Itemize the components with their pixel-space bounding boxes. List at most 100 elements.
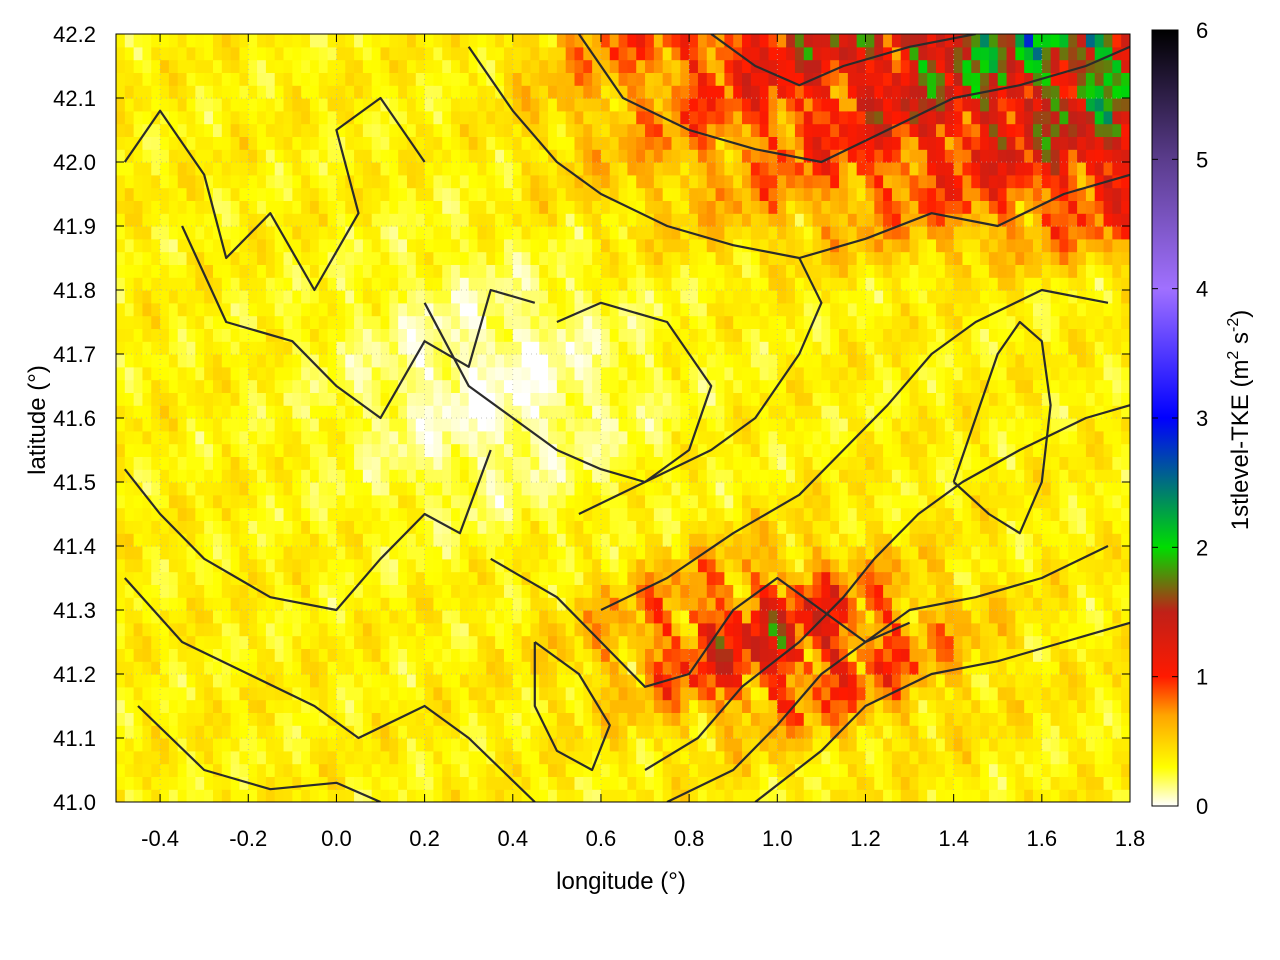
heat-cell	[574, 430, 584, 445]
heat-cell	[583, 264, 593, 278]
heat-cell	[345, 302, 355, 317]
heat-cell	[548, 315, 558, 329]
heat-cell	[503, 85, 514, 99]
heat-cell	[627, 418, 637, 432]
heat-cell	[168, 98, 179, 112]
heat-cell	[468, 59, 479, 73]
heat-cell	[230, 738, 241, 752]
heat-cell	[389, 85, 399, 99]
heat-cell	[847, 686, 858, 701]
heat-cell	[574, 251, 584, 265]
heat-cell	[398, 712, 408, 726]
heat-cell	[600, 750, 611, 765]
heat-cell	[433, 238, 443, 253]
heat-cell	[662, 738, 673, 752]
heat-cell	[503, 315, 514, 329]
heat-cell	[715, 264, 725, 278]
heat-cell	[265, 34, 276, 48]
heat-cell	[565, 533, 576, 547]
heat-cell	[697, 763, 708, 777]
heat-cell	[600, 187, 611, 201]
heat-cell	[821, 34, 831, 48]
heat-cell	[671, 85, 681, 99]
heat-cell	[539, 558, 549, 573]
heat-cell	[530, 174, 540, 189]
heat-cell	[433, 328, 443, 342]
heat-cell	[301, 136, 311, 150]
heat-cell	[477, 571, 487, 585]
heat-cell	[830, 635, 840, 649]
heat-cell	[442, 136, 452, 150]
heat-cell	[609, 405, 620, 419]
heat-cell	[116, 712, 126, 726]
heat-cell	[671, 635, 681, 649]
heat-cell	[283, 366, 293, 381]
heat-cell	[424, 72, 435, 86]
heat-cell	[309, 405, 320, 419]
heat-cell	[680, 610, 690, 624]
heat-cell	[495, 430, 505, 445]
heat-cell	[239, 610, 249, 624]
heat-cell	[230, 341, 241, 355]
heat-cell	[495, 482, 505, 496]
heat-cell	[812, 725, 822, 739]
heat-cell	[406, 507, 417, 521]
heat-cell	[600, 469, 611, 483]
heat-cell	[565, 558, 576, 573]
heat-cell	[495, 571, 505, 585]
heat-cell	[415, 469, 426, 483]
heat-cell	[565, 59, 576, 73]
heat-cell	[309, 763, 320, 777]
heat-cell	[265, 699, 276, 713]
heat-cell	[133, 469, 144, 483]
heat-cell	[133, 584, 144, 598]
heat-cell	[768, 59, 778, 73]
heat-cell	[283, 200, 293, 214]
heat-cell	[239, 405, 249, 419]
heat-cell	[794, 763, 805, 777]
heat-cell	[750, 443, 761, 457]
heat-cell	[257, 686, 267, 701]
heat-cell	[750, 738, 761, 752]
heat-cell	[371, 571, 382, 585]
heat-cell	[292, 277, 302, 291]
heat-cell	[309, 418, 320, 432]
heat-cell	[230, 635, 241, 649]
heat-cell	[301, 251, 311, 265]
heat-cell	[433, 200, 443, 214]
heat-cell	[495, 354, 505, 368]
heat-cell	[336, 264, 346, 278]
heat-cell	[689, 34, 699, 48]
heat-cell	[177, 558, 188, 573]
heat-cell	[239, 571, 249, 585]
heat-cell	[539, 213, 549, 227]
heat-cell	[521, 456, 532, 470]
heat-cell	[839, 738, 849, 752]
heat-cell	[609, 750, 620, 765]
heat-cell	[768, 789, 778, 802]
heat-cell	[821, 162, 831, 176]
heat-cell	[248, 341, 258, 355]
heat-cell	[309, 482, 320, 496]
heat-cell	[697, 699, 708, 713]
heat-cell	[662, 328, 673, 342]
heat-cell	[451, 494, 461, 509]
heat-cell	[477, 738, 487, 752]
heat-cell	[433, 712, 443, 726]
heat-cell	[459, 430, 470, 445]
heat-cell	[292, 738, 302, 752]
heat-cell	[468, 507, 479, 521]
heat-cell	[248, 686, 258, 701]
heat-cell	[530, 379, 540, 393]
heat-cell	[600, 405, 611, 419]
heat-cell	[283, 341, 293, 355]
heat-cell	[168, 213, 179, 227]
heat-cell	[777, 341, 787, 355]
heat-cell	[248, 200, 258, 214]
heat-cell	[257, 213, 267, 227]
heat-cell	[292, 85, 302, 99]
heat-cell	[442, 85, 452, 99]
heat-cell	[398, 187, 408, 201]
heat-cell	[689, 789, 699, 802]
heat-cell	[830, 405, 840, 419]
